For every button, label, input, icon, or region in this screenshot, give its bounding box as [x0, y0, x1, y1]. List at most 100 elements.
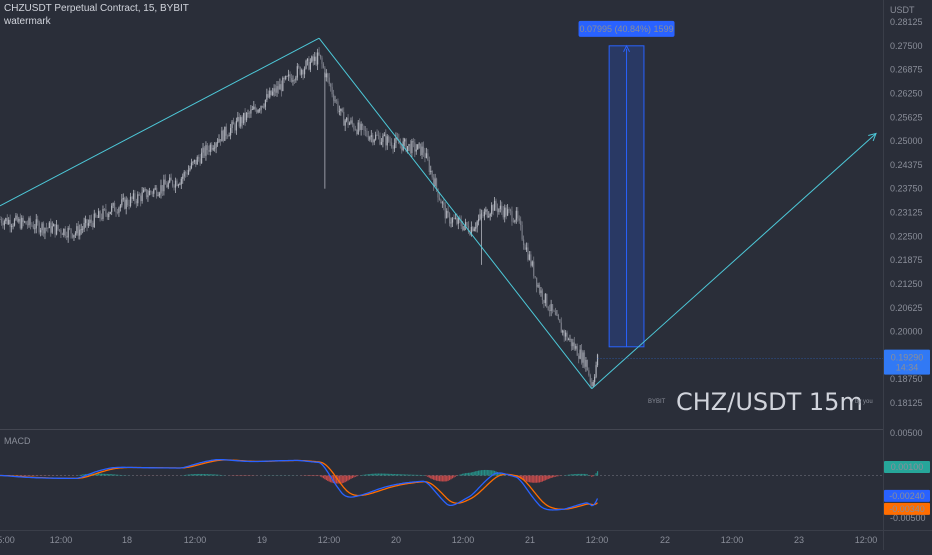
macd-histogram-bar: [390, 474, 391, 476]
candle-body: [229, 135, 230, 136]
macd-histogram-bar: [416, 475, 417, 476]
candle-body: [237, 117, 238, 121]
candle-body: [55, 224, 56, 234]
macd-histogram-bar: [440, 476, 441, 482]
candle-body: [7, 218, 8, 224]
time-tick-label: 19: [257, 535, 267, 545]
time-tick-label: 12:00: [452, 535, 475, 545]
time-tick-label: 12:00: [721, 535, 744, 545]
macd-histogram-bar: [439, 476, 440, 482]
candle-body: [79, 230, 80, 236]
candle-body: [31, 225, 32, 226]
candle-body: [110, 212, 111, 214]
macd-histogram-bar: [392, 474, 393, 476]
macd-histogram-bar: [82, 474, 83, 475]
macd-histogram-bar: [185, 475, 186, 476]
candle-body: [26, 221, 27, 224]
candle-body: [247, 113, 248, 114]
candle-body: [495, 201, 496, 208]
macd-histogram-bar: [394, 474, 395, 475]
candle-body: [561, 323, 562, 333]
candle-body: [452, 218, 453, 222]
candle-body: [362, 124, 363, 126]
candle-body: [507, 209, 508, 215]
candle-body: [243, 113, 244, 123]
candle-body: [99, 211, 100, 218]
price-tick-label: 0.18750: [890, 374, 923, 384]
macd-histogram-bar: [195, 474, 196, 475]
candle-body: [487, 209, 488, 217]
symbol-title[interactable]: CHZUSDT Perpetual Contract, 15, BYBIT: [4, 3, 189, 14]
macd-histogram-bar: [208, 474, 209, 475]
candle-body: [392, 147, 393, 149]
macd-histogram-bar: [540, 476, 541, 483]
macd-histogram-bar: [446, 476, 447, 482]
candle-body: [265, 100, 266, 107]
candle-body: [271, 91, 272, 95]
candle-body: [450, 223, 451, 224]
candle-body: [46, 228, 47, 229]
candle-body: [76, 226, 77, 233]
candle-body: [513, 222, 514, 223]
candle-body: [449, 213, 450, 223]
candle-body: [511, 211, 512, 221]
candle-body: [185, 172, 186, 173]
price-axis-unit: USDT: [890, 5, 915, 15]
candle-body: [253, 107, 254, 110]
candle-body: [339, 111, 340, 112]
macd-histogram-bar: [102, 474, 103, 476]
candle-body: [323, 64, 324, 68]
candle-body: [558, 315, 559, 319]
macd-histogram-bar: [575, 474, 576, 475]
candle-body: [330, 84, 331, 87]
time-tick-label: 21: [525, 535, 535, 545]
candle-body: [1, 219, 2, 223]
watermark-indicator-label[interactable]: watermark: [4, 16, 51, 27]
candle-body: [186, 173, 187, 174]
candle-body: [276, 86, 277, 93]
macd-histogram-bar: [468, 473, 469, 476]
macd-histogram-bar: [198, 474, 199, 476]
macd-histogram-bar: [217, 475, 218, 476]
macd-histogram-bar: [568, 475, 569, 476]
candle-body: [43, 223, 44, 233]
candle-body: [95, 214, 96, 217]
candle-body: [491, 205, 492, 214]
price-tick-label: 0.20625: [890, 303, 923, 313]
candle-body: [432, 171, 433, 178]
candle-body: [155, 188, 156, 190]
macd-histogram-bar: [449, 476, 450, 481]
candle-body: [218, 139, 219, 142]
candle-body: [358, 123, 359, 135]
macd-histogram-bar: [536, 476, 537, 483]
macd-histogram-bar: [387, 474, 388, 476]
candle-body: [369, 137, 370, 140]
candle-body: [320, 55, 321, 58]
macd-histogram-bar: [388, 474, 389, 476]
macd-histogram-bar: [478, 471, 479, 476]
candle-body: [419, 144, 420, 145]
candle-body: [535, 276, 536, 277]
candle-body: [262, 106, 263, 107]
macd-histogram-bar: [381, 474, 382, 476]
macd-histogram-bar: [114, 474, 115, 475]
macd-histogram-bar: [111, 474, 112, 475]
candle-body: [313, 56, 314, 61]
candle-body: [207, 145, 208, 150]
macd-histogram-bar: [324, 476, 325, 480]
candle-body: [168, 183, 169, 188]
candle-body: [587, 360, 588, 370]
candle-body: [337, 101, 338, 111]
candle-body: [519, 218, 520, 220]
candle-body: [572, 342, 573, 346]
macd-histogram-bar: [434, 476, 435, 481]
candle-body: [263, 107, 264, 108]
price-tick-label: 0.26875: [890, 65, 923, 75]
candle-body: [182, 177, 183, 179]
candle-body: [520, 221, 521, 225]
macd-histogram-bar: [595, 473, 596, 475]
macd-histogram-bar: [384, 474, 385, 476]
candle-body: [41, 223, 42, 230]
